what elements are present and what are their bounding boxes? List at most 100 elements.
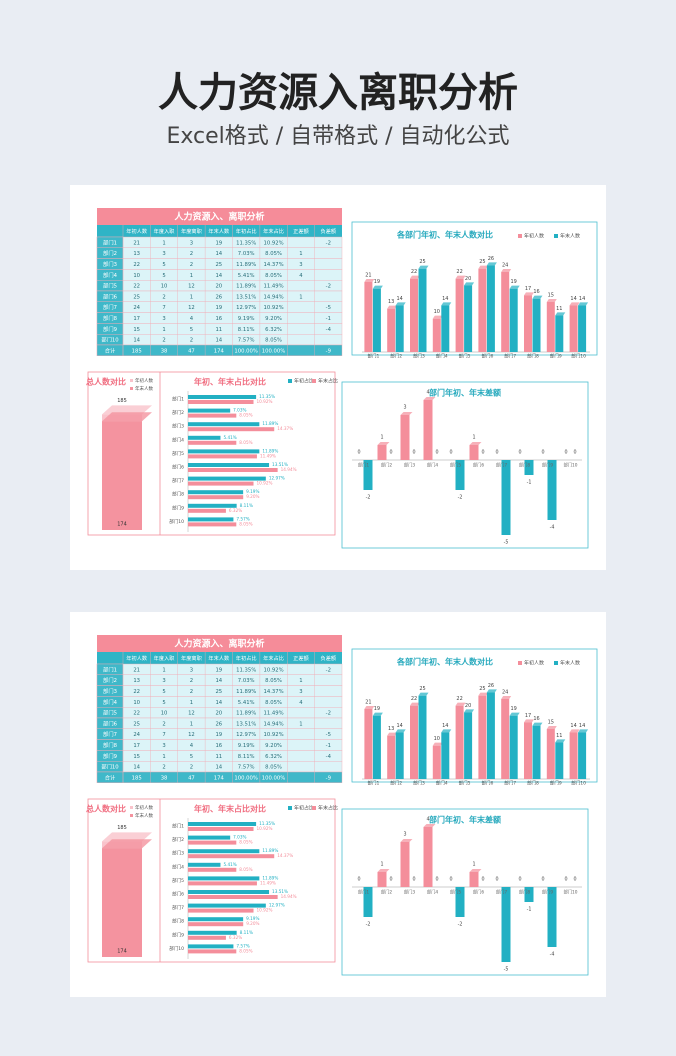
data-label: 0	[412, 450, 415, 456]
bar-top	[423, 397, 436, 400]
data-label: 174	[117, 949, 127, 955]
column-header: 年末占比	[263, 654, 284, 662]
bar-top	[578, 729, 589, 733]
table-cell: 部门7	[103, 303, 117, 311]
bar	[455, 460, 465, 490]
table-cell: 14	[133, 765, 140, 771]
data-label: 10	[434, 736, 440, 742]
bar-top	[464, 709, 475, 713]
table-cell: 10	[161, 711, 168, 717]
table-cell: 2	[190, 765, 193, 771]
x-tick-label: 部门4	[436, 353, 448, 360]
table-cell: 16	[215, 316, 222, 322]
bar	[188, 413, 237, 418]
data-label: 20	[465, 703, 471, 709]
data-label: 5.41%	[223, 862, 236, 867]
data-label: 11.89%	[262, 875, 278, 880]
table-cell: 1	[190, 294, 193, 300]
table-cell: 22	[133, 711, 140, 717]
table-cell: 1	[162, 327, 165, 333]
table-cell: 2	[190, 262, 193, 268]
legend-label: 年末人数	[560, 233, 580, 240]
chart-frame	[341, 381, 589, 549]
page-subtitle: Excel格式 / 自带格式 / 自动化公式	[166, 124, 509, 149]
legend-label: 年初人数	[524, 233, 544, 240]
bar	[188, 400, 254, 404]
bar-top	[441, 729, 452, 733]
data-label: 0	[449, 877, 452, 883]
data-label: 22	[456, 696, 462, 702]
x-tick-label: 部门5	[450, 462, 462, 469]
bar-top	[364, 279, 375, 282]
data-label: 0	[481, 877, 484, 883]
table-cell: 5	[190, 327, 193, 333]
x-tick-label: 部门10	[563, 462, 577, 469]
table-cell: -2	[326, 240, 331, 246]
bar-top	[102, 839, 152, 849]
legend-swatch	[130, 387, 133, 390]
data-label: 25	[419, 259, 425, 265]
bar-top	[509, 285, 520, 289]
data-label: 5.41%	[223, 435, 236, 440]
y-tick-label: 部门7	[172, 477, 184, 484]
bar	[188, 503, 237, 508]
data-label: 10	[434, 309, 440, 315]
bar	[372, 288, 381, 352]
bar-top	[395, 302, 406, 306]
chart-frame	[351, 221, 598, 356]
data-label: 11.35%	[259, 821, 275, 826]
data-label: 10.92%	[257, 481, 273, 486]
legend-swatch	[312, 806, 316, 810]
data-label: 11.89%	[262, 848, 278, 853]
table-cell: 10	[133, 273, 140, 279]
data-label: 7.57%	[236, 516, 249, 521]
table-cell: 部门7	[103, 730, 117, 738]
x-tick-label: 部门2	[381, 889, 393, 896]
bar	[188, 508, 226, 513]
bar	[509, 288, 518, 352]
bar-top	[423, 824, 436, 827]
table-cell: 19	[215, 305, 222, 311]
data-label: 21	[365, 700, 371, 706]
table-cell: 11.89%	[236, 284, 256, 290]
x-tick-label: 部门9	[542, 889, 554, 896]
bar-top	[418, 692, 429, 696]
bar	[364, 282, 373, 352]
bar	[455, 705, 464, 779]
x-tick-label: 部门8	[527, 780, 539, 787]
table-cell: 4	[299, 700, 303, 706]
bar	[363, 460, 373, 490]
table-cell: 19	[215, 667, 222, 673]
table-cell: -2	[326, 711, 331, 717]
bar	[423, 400, 433, 460]
bar	[501, 887, 511, 962]
table-cell: 7.57%	[238, 338, 255, 344]
table-cell: 1	[299, 294, 302, 300]
bar	[188, 476, 266, 481]
table-cell: 20	[215, 711, 222, 717]
bar	[569, 732, 578, 779]
bar	[188, 522, 237, 527]
y-tick-label: 部门9	[172, 931, 184, 938]
table-cell: 合计	[105, 346, 116, 354]
table-title-bg	[97, 635, 342, 652]
bar	[188, 454, 257, 459]
legend-label: 年末人数	[560, 660, 580, 667]
data-label: -1	[527, 480, 532, 486]
table-cell: -9	[326, 775, 331, 781]
data-label: 15	[548, 293, 554, 299]
bar-top	[410, 702, 420, 706]
table-cell: -2	[326, 284, 331, 290]
data-label: 14	[570, 723, 576, 729]
table-cell: 25	[133, 294, 140, 300]
table-cell: 部门8	[103, 314, 118, 322]
table-cell: 1	[299, 678, 302, 684]
bar-top	[400, 839, 413, 842]
data-label: 10.92%	[257, 826, 273, 831]
table-cell: -5	[326, 305, 331, 311]
x-tick-label: 部门8	[527, 353, 539, 360]
data-label: 16	[533, 289, 539, 295]
y-tick-label: 部门7	[172, 904, 184, 911]
bar	[578, 305, 587, 352]
table-cell: 部门1	[103, 238, 117, 246]
